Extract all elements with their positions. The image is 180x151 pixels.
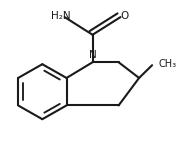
Text: CH₃: CH₃ (159, 59, 177, 69)
Text: N: N (89, 50, 96, 60)
Text: H₂N: H₂N (51, 11, 70, 21)
Text: O: O (121, 11, 129, 21)
